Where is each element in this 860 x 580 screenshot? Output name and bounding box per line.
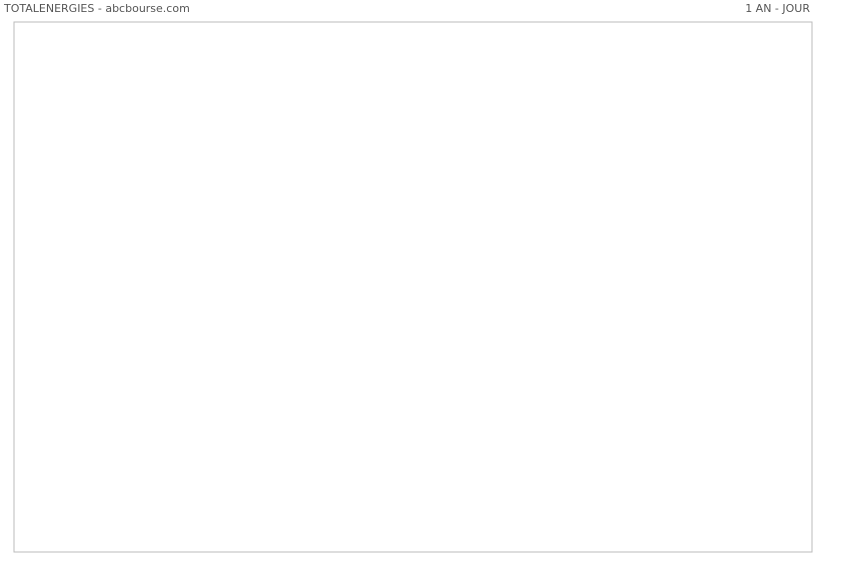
- header-title: TOTALENERGIES - abcbourse.com: [3, 2, 190, 15]
- plot-frame: [13, 21, 813, 553]
- header-period: 1 AN - JOUR: [745, 2, 810, 15]
